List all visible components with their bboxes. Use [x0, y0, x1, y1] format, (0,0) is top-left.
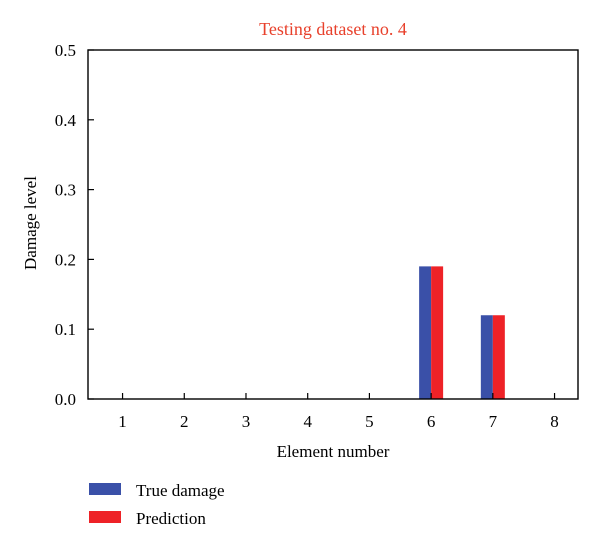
x-tick-label: 5: [365, 412, 374, 431]
plot-area: 0.0 0.1 0.2 0.3 0.4 0.5 1 2 3 4 5 6 7 8: [55, 41, 579, 431]
x-axis-label: Element number: [277, 442, 390, 461]
bar-true-damage-6: [419, 266, 432, 399]
y-tick-label: 0.5: [55, 41, 76, 60]
bar-prediction-7: [492, 315, 505, 399]
legend-swatch-true-damage: [89, 483, 121, 495]
x-tick-label: 6: [427, 412, 436, 431]
y-tick-label: 0.0: [55, 390, 76, 409]
y-tick-label: 0.4: [55, 111, 77, 130]
x-tick-label: 4: [303, 412, 312, 431]
y-tick-label: 0.1: [55, 320, 76, 339]
x-tick-label: 3: [242, 412, 251, 431]
bar-true-damage-7: [480, 315, 493, 399]
y-axis-label: Damage level: [21, 176, 40, 270]
y-tick-label: 0.3: [55, 181, 76, 200]
x-tick-label: 2: [180, 412, 189, 431]
plot-frame: [87, 49, 579, 400]
x-tick-label: 7: [489, 412, 498, 431]
x-tick-label: 8: [550, 412, 559, 431]
y-tick-label: 0.2: [55, 250, 76, 269]
chart-title: Testing dataset no. 4: [259, 19, 407, 39]
legend: True damage Prediction: [89, 481, 225, 528]
legend-label-true-damage: True damage: [136, 481, 225, 500]
x-tick-label: 1: [118, 412, 127, 431]
legend-label-prediction: Prediction: [136, 509, 206, 528]
bar-prediction-6: [431, 266, 444, 399]
legend-swatch-prediction: [89, 511, 121, 523]
